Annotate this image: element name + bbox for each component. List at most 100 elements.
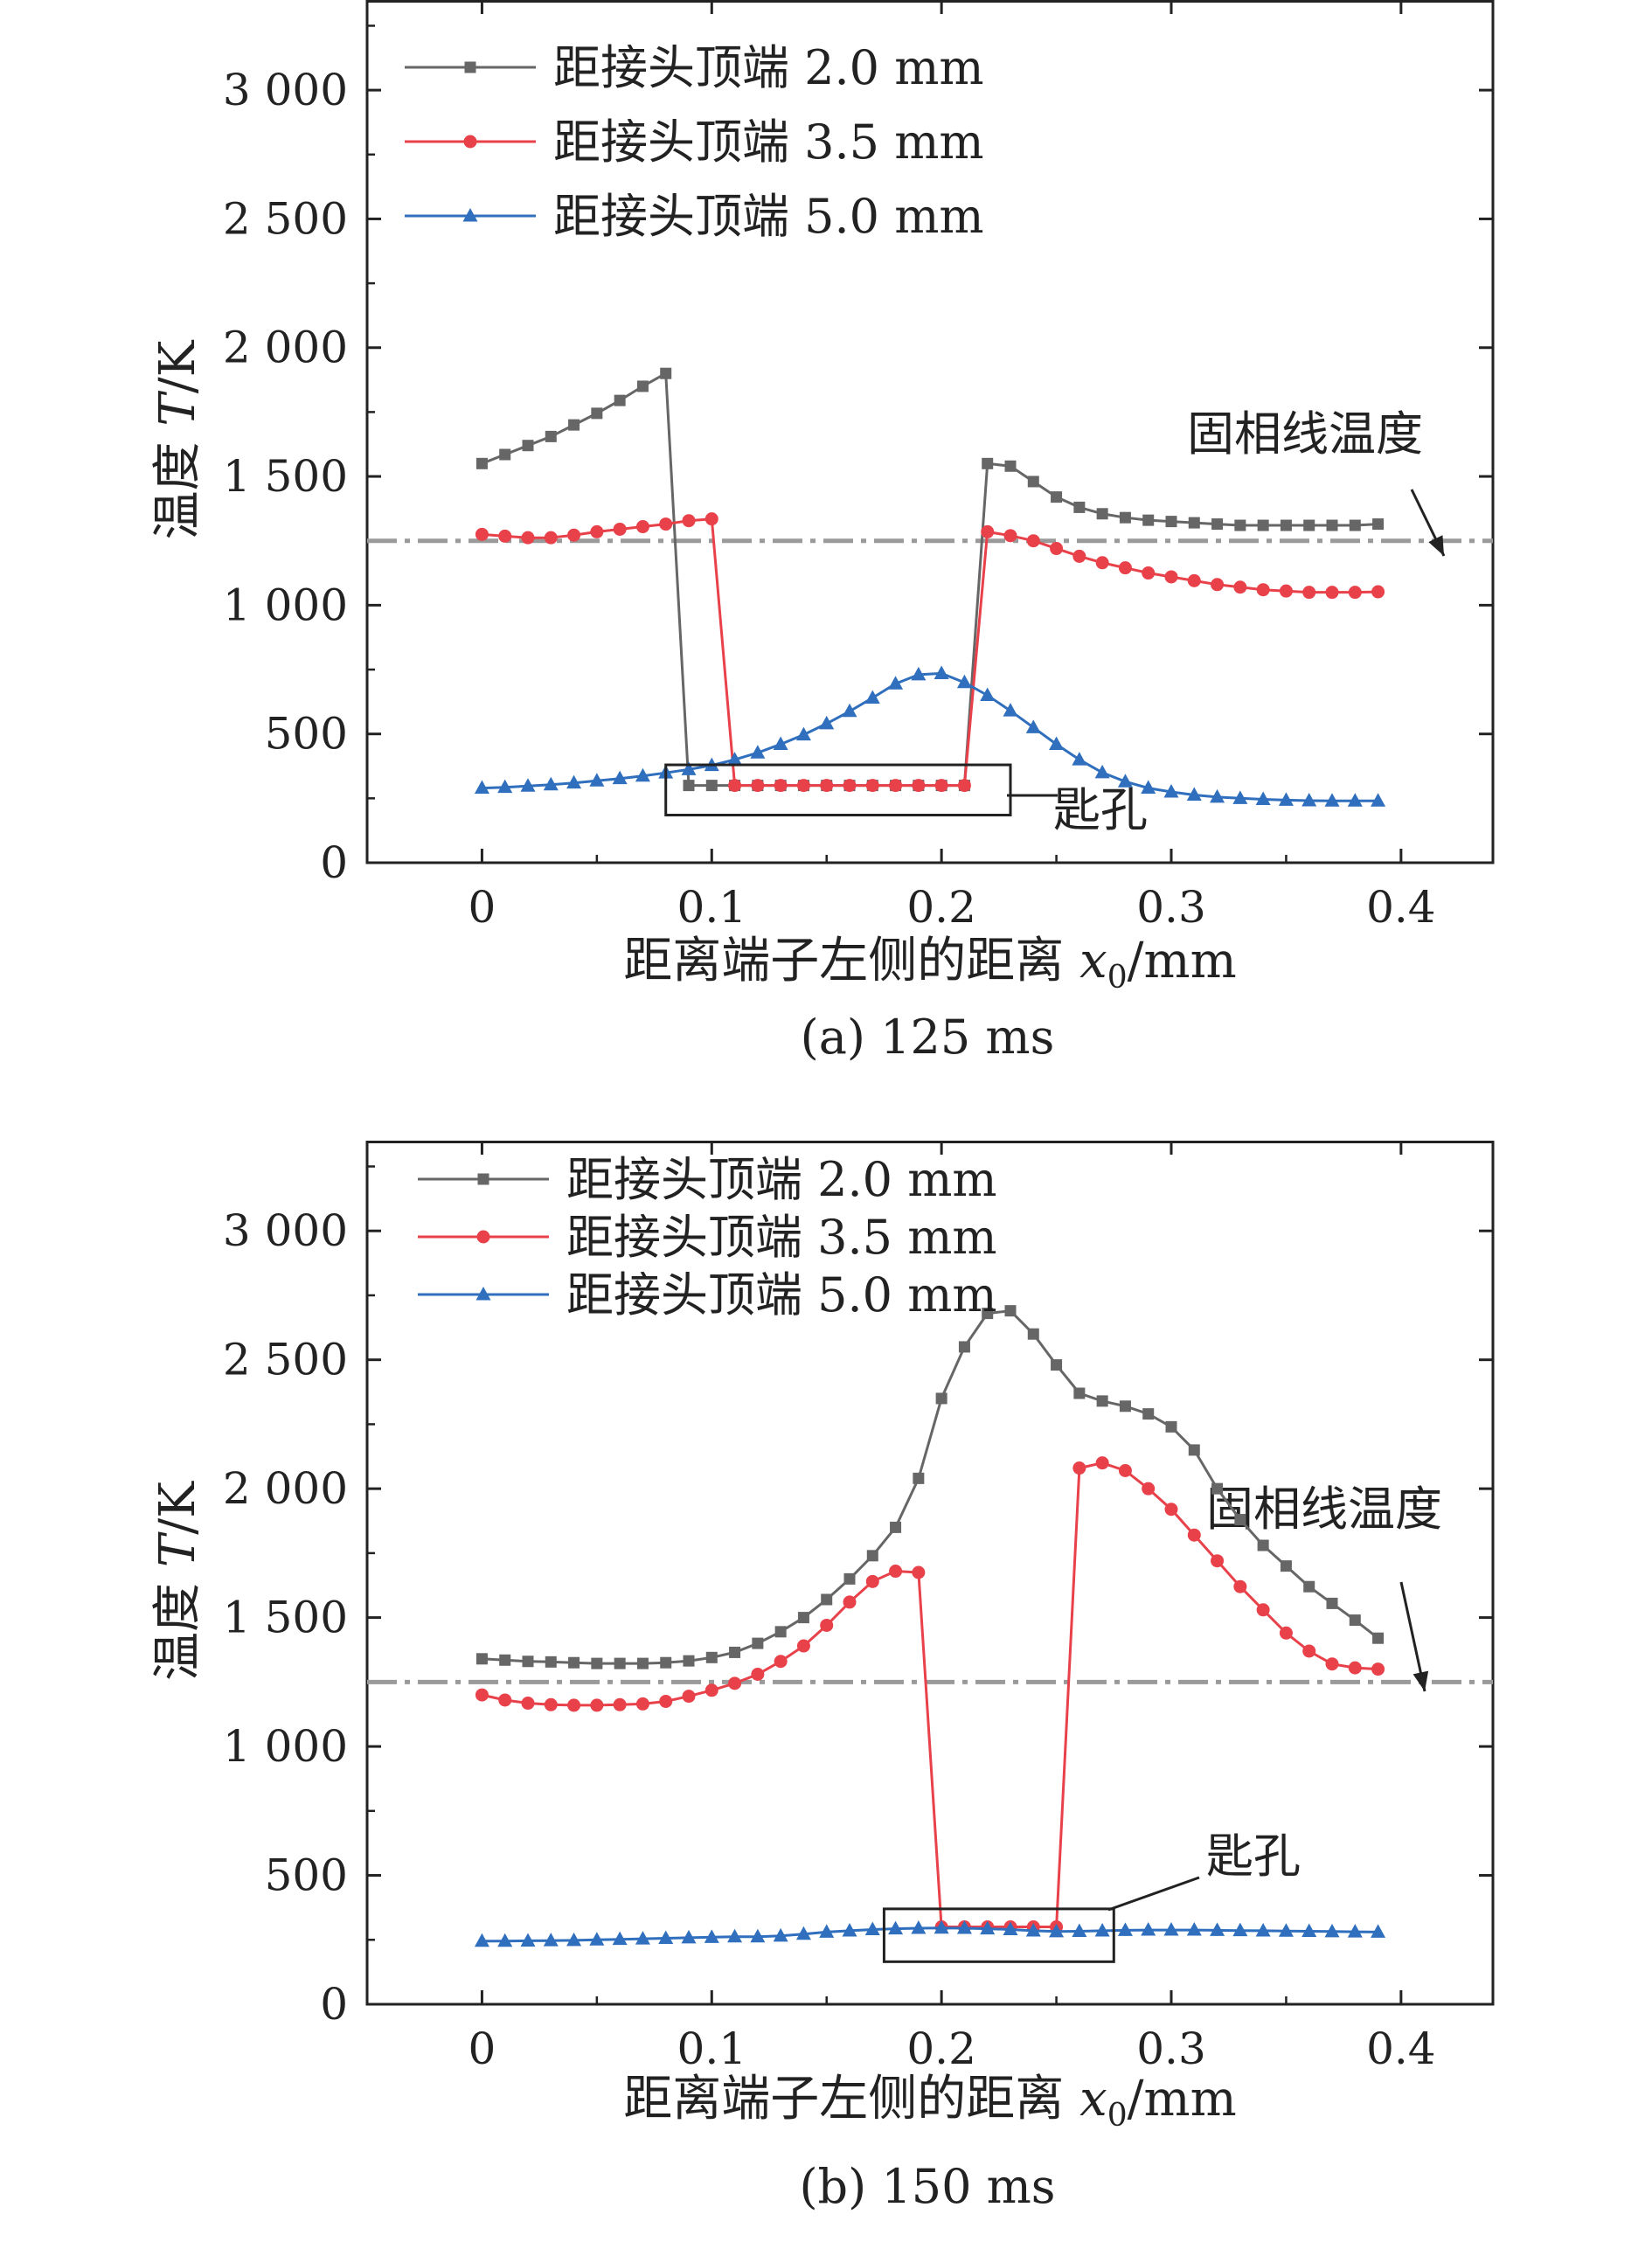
- data-point: [1003, 1921, 1018, 1935]
- data-point: [1326, 519, 1338, 531]
- data-point: [705, 1651, 718, 1663]
- data-point: [1094, 1922, 1110, 1937]
- data-point: [1188, 1444, 1200, 1456]
- data-point: [545, 1655, 557, 1668]
- data-point: [935, 1392, 947, 1405]
- data-point: [1027, 475, 1039, 488]
- data-point: [796, 779, 810, 793]
- data-point: [1163, 783, 1179, 798]
- y-tick-label: 0: [320, 837, 348, 888]
- data-point: [1049, 1923, 1065, 1938]
- data-point: [773, 1927, 788, 1942]
- data-point: [1027, 1328, 1039, 1340]
- legend-label: 距接头顶端 2.0 mm: [553, 40, 984, 95]
- data-point: [1371, 793, 1386, 807]
- data-point: [912, 1565, 926, 1579]
- data-point: [773, 736, 788, 750]
- data-point: [1003, 529, 1017, 543]
- data-point: [1142, 1408, 1155, 1420]
- data-point: [1119, 1400, 1131, 1413]
- data-point: [1256, 1603, 1270, 1617]
- data-point: [704, 1929, 719, 1943]
- data-point: [1050, 542, 1064, 556]
- data-point: [1279, 584, 1293, 598]
- data-point: [682, 1690, 696, 1704]
- data-point: [752, 1637, 764, 1649]
- legend-label: 距接头顶端 3.5 mm: [553, 115, 984, 170]
- data-point: [1142, 514, 1155, 526]
- data-point: [1347, 793, 1363, 807]
- data-point: [660, 1656, 672, 1669]
- series-5mm: [474, 1919, 1386, 1947]
- data-point: [1163, 1922, 1179, 1936]
- data-point: [681, 1929, 697, 1944]
- data-point: [499, 448, 511, 461]
- data-point: [1188, 517, 1200, 529]
- legend-entry: 距接头顶端 5.0 mm: [418, 1267, 997, 1322]
- arrowhead-icon: [1413, 1670, 1429, 1691]
- data-point: [1164, 570, 1178, 584]
- keyhole-label: 匙孔: [1053, 782, 1148, 837]
- series-line: [482, 671, 1378, 802]
- data-point: [934, 779, 948, 793]
- data-point: [911, 666, 927, 681]
- data-point: [660, 367, 672, 379]
- y-tick-label: 2 000: [223, 323, 348, 373]
- keyhole-box: [882, 1907, 1115, 1963]
- data-point: [1210, 1922, 1225, 1936]
- data-point: [1234, 519, 1246, 531]
- data-point: [475, 457, 488, 469]
- data-point: [980, 687, 996, 701]
- data-point: [568, 419, 580, 431]
- data-point: [819, 715, 835, 730]
- x-tick-label: 0.2: [906, 882, 976, 933]
- data-point: [843, 779, 857, 793]
- chart-panel-a: 0 0.1 0.2 0.3 0.4 0 500 1 000 1 500 2 000 2 500 3 0…: [149, 0, 1495, 1065]
- data-point: [498, 1693, 512, 1707]
- data-point: [613, 522, 627, 536]
- data-point: [591, 1657, 603, 1669]
- data-point: [1372, 518, 1385, 531]
- data-point: [750, 745, 766, 759]
- data-point: [1372, 1632, 1385, 1644]
- data-point: [751, 1667, 765, 1681]
- x-tick-label: 0.2: [906, 2023, 976, 2074]
- data-point: [636, 380, 649, 392]
- data-point: [819, 1924, 835, 1938]
- data-point: [1280, 519, 1292, 531]
- data-point: [982, 1308, 994, 1320]
- y-tick-label: 3 000: [223, 1205, 348, 1256]
- x-tick-label: 0: [469, 2023, 496, 2074]
- data-point: [658, 1930, 674, 1944]
- data-point: [1211, 1482, 1224, 1495]
- x-tick-label: 0: [469, 882, 496, 933]
- y-tick-label: 500: [265, 1850, 348, 1901]
- data-point: [888, 1920, 904, 1935]
- y-tick-label: 1 000: [223, 1721, 348, 1772]
- chart-panel-b: 0 0.1 0.2 0.3 0.4 0 500 1 000 1 500 2 000 2 500 3 0…: [149, 1141, 1495, 2214]
- data-point: [522, 440, 534, 452]
- data-point: [1186, 1922, 1202, 1936]
- data-point: [1051, 1359, 1063, 1371]
- data-point: [1348, 1661, 1362, 1675]
- legend-entry: 距接头顶端 2.0 mm: [418, 1152, 997, 1207]
- legend-marker: [464, 61, 476, 73]
- data-point: [543, 1933, 559, 1947]
- data-point: [521, 1697, 535, 1711]
- data-point: [981, 524, 995, 538]
- plot-frame: [365, 1141, 1495, 2006]
- data-point: [1211, 578, 1225, 592]
- data-point: [1324, 1923, 1340, 1938]
- data-point: [1004, 460, 1017, 472]
- legend-marker: [475, 1287, 491, 1301]
- data-point: [958, 1341, 970, 1353]
- data-point: [614, 1657, 626, 1669]
- data-point: [1278, 1923, 1294, 1937]
- x-tick-label: 0.4: [1366, 2023, 1436, 2074]
- x-axis-label: 距离端子左侧的距离 x0/mm: [623, 933, 1236, 996]
- series-line: [482, 1926, 1378, 1943]
- data-point: [1141, 780, 1156, 795]
- data-point: [934, 665, 949, 679]
- series-line: [482, 1461, 1378, 1928]
- data-point: [1165, 1420, 1177, 1433]
